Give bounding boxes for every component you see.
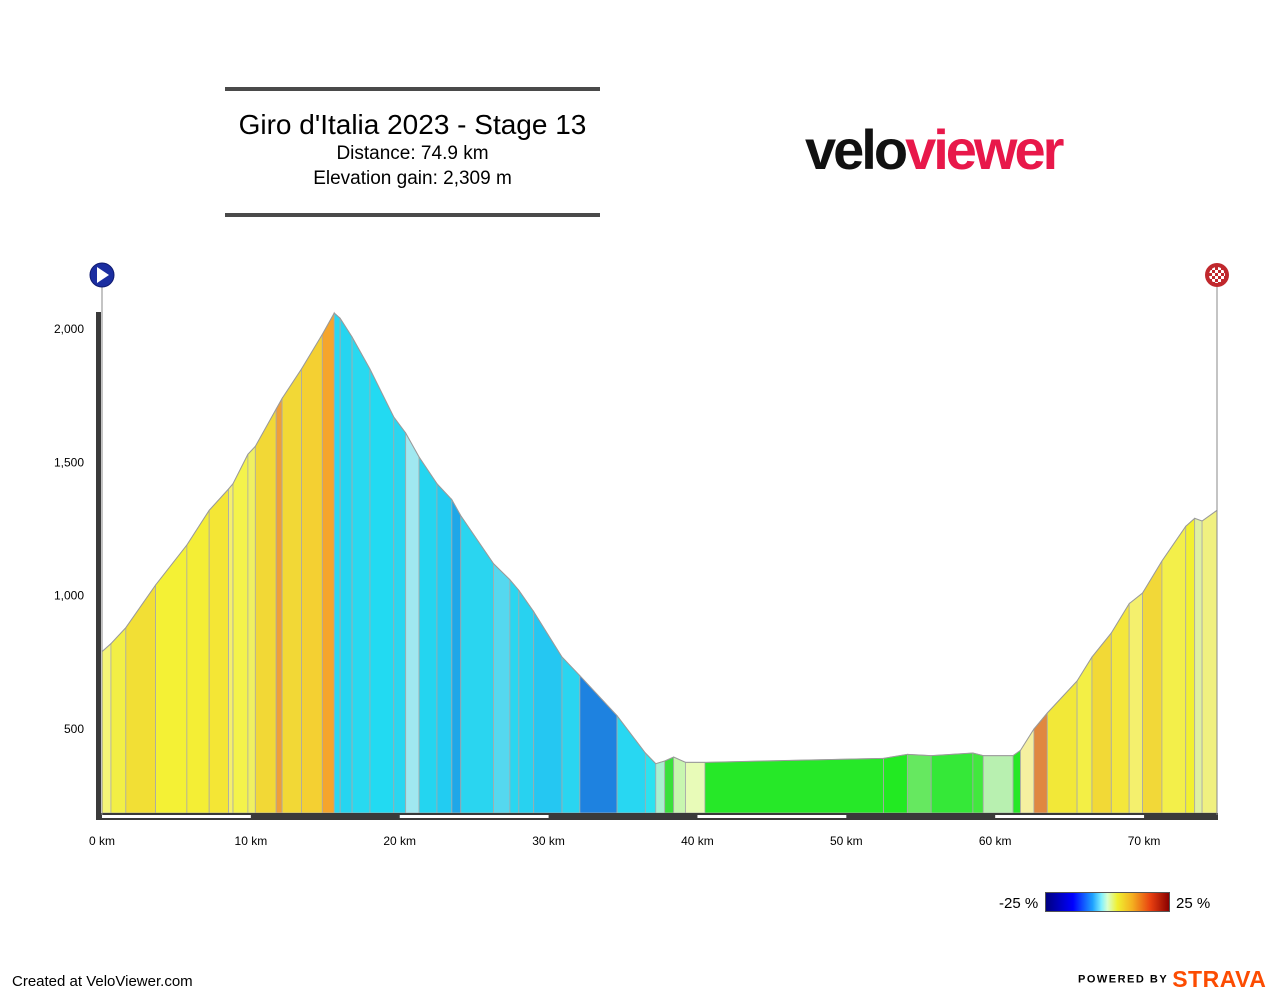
elevation-gain-label: Elevation gain: 2,309 m <box>313 168 512 189</box>
x-tick-label: 40 km <box>681 834 714 848</box>
x-tick-label: 70 km <box>1128 834 1161 848</box>
profile-segment <box>339 316 353 814</box>
distance-label: Distance: 74.9 km <box>336 143 489 164</box>
x-tick-label: 60 km <box>979 834 1012 848</box>
y-tick-label: 2,000 <box>54 322 84 336</box>
profile-segment <box>1012 749 1021 814</box>
profile-segment <box>155 543 188 814</box>
profile-segment <box>1185 517 1196 814</box>
profile-segment <box>509 578 520 814</box>
profile-segment <box>351 335 371 814</box>
profile-segment <box>393 415 407 814</box>
finish-checkered-flag-icon <box>1205 263 1229 287</box>
x-axis-bar <box>96 813 1218 820</box>
profile-segment <box>883 753 908 814</box>
profile-segment <box>232 454 249 814</box>
scale-bar <box>102 815 251 818</box>
profile-segment <box>664 756 675 814</box>
profile-segment <box>1076 655 1093 814</box>
profile-segment <box>533 610 563 814</box>
elevation-profile-chart: 0 km 10 km 20 km 30 km 40 km 50 km 60 km 70 km … <box>54 262 1229 848</box>
profile-segment <box>405 431 420 814</box>
profile-segment <box>436 482 453 814</box>
legend-min-label: -25 % <box>999 895 1039 912</box>
x-tick-label: 10 km <box>235 834 268 848</box>
title-box: Giro d'Italia 2023 - Stage 13 Distance: … <box>225 87 600 217</box>
strava-logo: STRAVA <box>1172 966 1267 992</box>
profile-segment <box>369 368 395 814</box>
profile-segment <box>1201 509 1218 814</box>
x-tick-label: 20 km <box>383 834 416 848</box>
created-at-text: Created at VeloViewer.com <box>12 973 193 990</box>
y-tick-label: 1,000 <box>54 589 84 603</box>
legend-gradient-bar <box>1045 892 1170 912</box>
profile-segment <box>186 508 210 814</box>
profile-segment <box>418 455 438 814</box>
profile-segment <box>301 332 323 814</box>
profile-outline <box>101 312 1218 765</box>
profile-segment <box>208 487 229 814</box>
profile-segment <box>616 714 646 814</box>
start-play-icon <box>89 262 115 288</box>
profile-segment <box>1194 517 1203 814</box>
profile-segment <box>561 656 581 814</box>
distance-scale-bars <box>102 815 1145 818</box>
profile-segment <box>1020 727 1035 814</box>
logo-velo: velo <box>805 118 908 181</box>
y-tick-label: 500 <box>64 722 84 736</box>
profile-segment <box>1033 711 1048 814</box>
powered-by-text: POWERED BY <box>1078 973 1169 986</box>
profile-segment <box>228 482 234 814</box>
legend-max-label: 25 % <box>1176 895 1211 912</box>
profile-segment <box>275 396 283 814</box>
scale-bar <box>697 815 847 818</box>
profile-segments <box>101 311 1218 814</box>
y-axis-ticks: 500 1,000 1,500 2,000 <box>54 322 84 736</box>
profile-segment <box>906 753 932 814</box>
profile-segment <box>655 760 666 814</box>
veloviewer-logo: veloviewer <box>805 118 1064 182</box>
profile-segment <box>1161 525 1187 814</box>
y-axis-line <box>96 312 101 820</box>
profile-segment <box>281 367 302 814</box>
profile-segment <box>254 407 277 814</box>
chart-title: Giro d'Italia 2023 - Stage 13 <box>238 109 587 140</box>
profile-segment <box>930 752 974 814</box>
scale-bar <box>995 815 1145 818</box>
profile-segment <box>982 755 1014 814</box>
profile-segment <box>1091 631 1112 814</box>
profile-segment <box>333 312 341 814</box>
x-axis-ticks: 0 km 10 km 20 km 30 km 40 km 50 km 60 km 70 km <box>89 834 1160 848</box>
profile-segment <box>704 757 884 814</box>
strava-badge: POWERED BY STRAVA <box>1078 966 1266 993</box>
profile-segment <box>321 311 335 814</box>
profile-segment <box>451 498 462 814</box>
x-tick-label: 50 km <box>830 834 863 848</box>
profile-segment <box>460 514 494 814</box>
profile-segment <box>101 642 112 814</box>
profile-segment <box>1046 679 1078 814</box>
x-tick-label: 30 km <box>532 834 565 848</box>
profile-segment <box>493 562 511 814</box>
profile-segment <box>673 756 686 814</box>
logo-viewer: viewer <box>905 118 1064 181</box>
profile-segment <box>125 583 156 814</box>
profile-segment <box>110 626 127 814</box>
profile-segment <box>247 445 256 814</box>
profile-segment <box>1128 592 1143 814</box>
profile-segment <box>972 752 984 814</box>
profile-segment <box>685 761 706 814</box>
profile-segment <box>1142 559 1163 814</box>
profile-segment <box>518 589 535 814</box>
x-tick-label: 0 km <box>89 834 115 848</box>
y-tick-label: 1,500 <box>54 455 84 469</box>
profile-segment <box>1110 602 1130 814</box>
scale-bar <box>399 815 549 818</box>
